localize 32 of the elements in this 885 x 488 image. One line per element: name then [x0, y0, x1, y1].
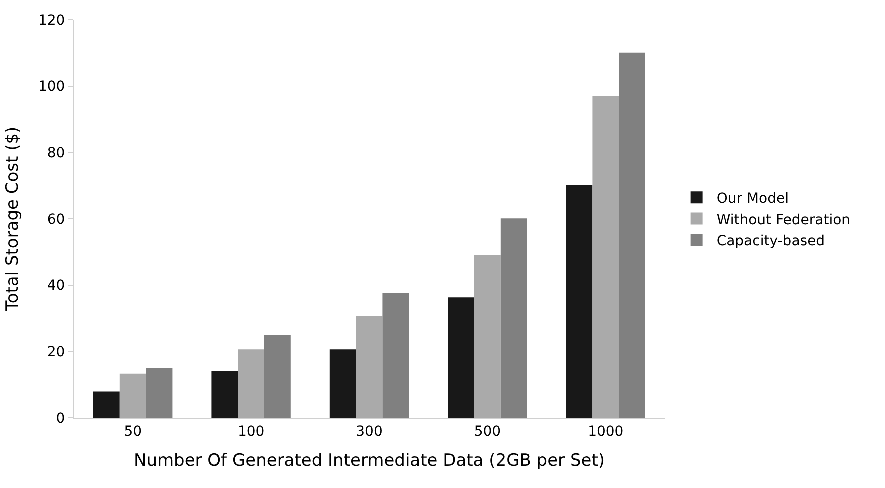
x-tick-label: 1000	[588, 424, 624, 440]
bar	[356, 316, 383, 418]
bar	[500, 218, 528, 418]
bar	[94, 392, 120, 418]
y-tick-label: 60	[47, 212, 66, 228]
x-tick-label: 50	[124, 424, 142, 440]
x-tick-label: 500	[474, 424, 502, 440]
x-tick-label: 100	[238, 424, 265, 440]
y-tick-label: 100	[38, 79, 66, 96]
y-tick-label: 120	[38, 12, 66, 29]
legend-label: Our Model	[716, 191, 789, 208]
bar	[474, 255, 501, 418]
bar	[382, 292, 410, 418]
bar	[146, 368, 173, 418]
y-axis-title: Total Storage Cost ($)	[3, 126, 24, 312]
legend-label: Without Federation	[716, 212, 851, 228]
bar	[264, 335, 291, 418]
bar	[592, 96, 620, 418]
y-tick-label: 40	[47, 278, 66, 294]
bar	[619, 52, 646, 418]
bar	[238, 350, 264, 418]
y-tick-label: 20	[47, 344, 66, 361]
x-tick-label: 300	[356, 424, 383, 440]
y-tick-label: 0	[56, 410, 66, 427]
bar	[330, 350, 356, 418]
bar	[120, 374, 146, 418]
x-axis-title: Number Of Generated Intermediate Data (2GB per Set)	[134, 451, 606, 472]
bar	[448, 298, 474, 418]
bar	[212, 371, 238, 418]
bar	[566, 186, 593, 418]
legend-label: Capacity-based	[716, 233, 826, 250]
y-tick-label: 80	[47, 146, 66, 162]
